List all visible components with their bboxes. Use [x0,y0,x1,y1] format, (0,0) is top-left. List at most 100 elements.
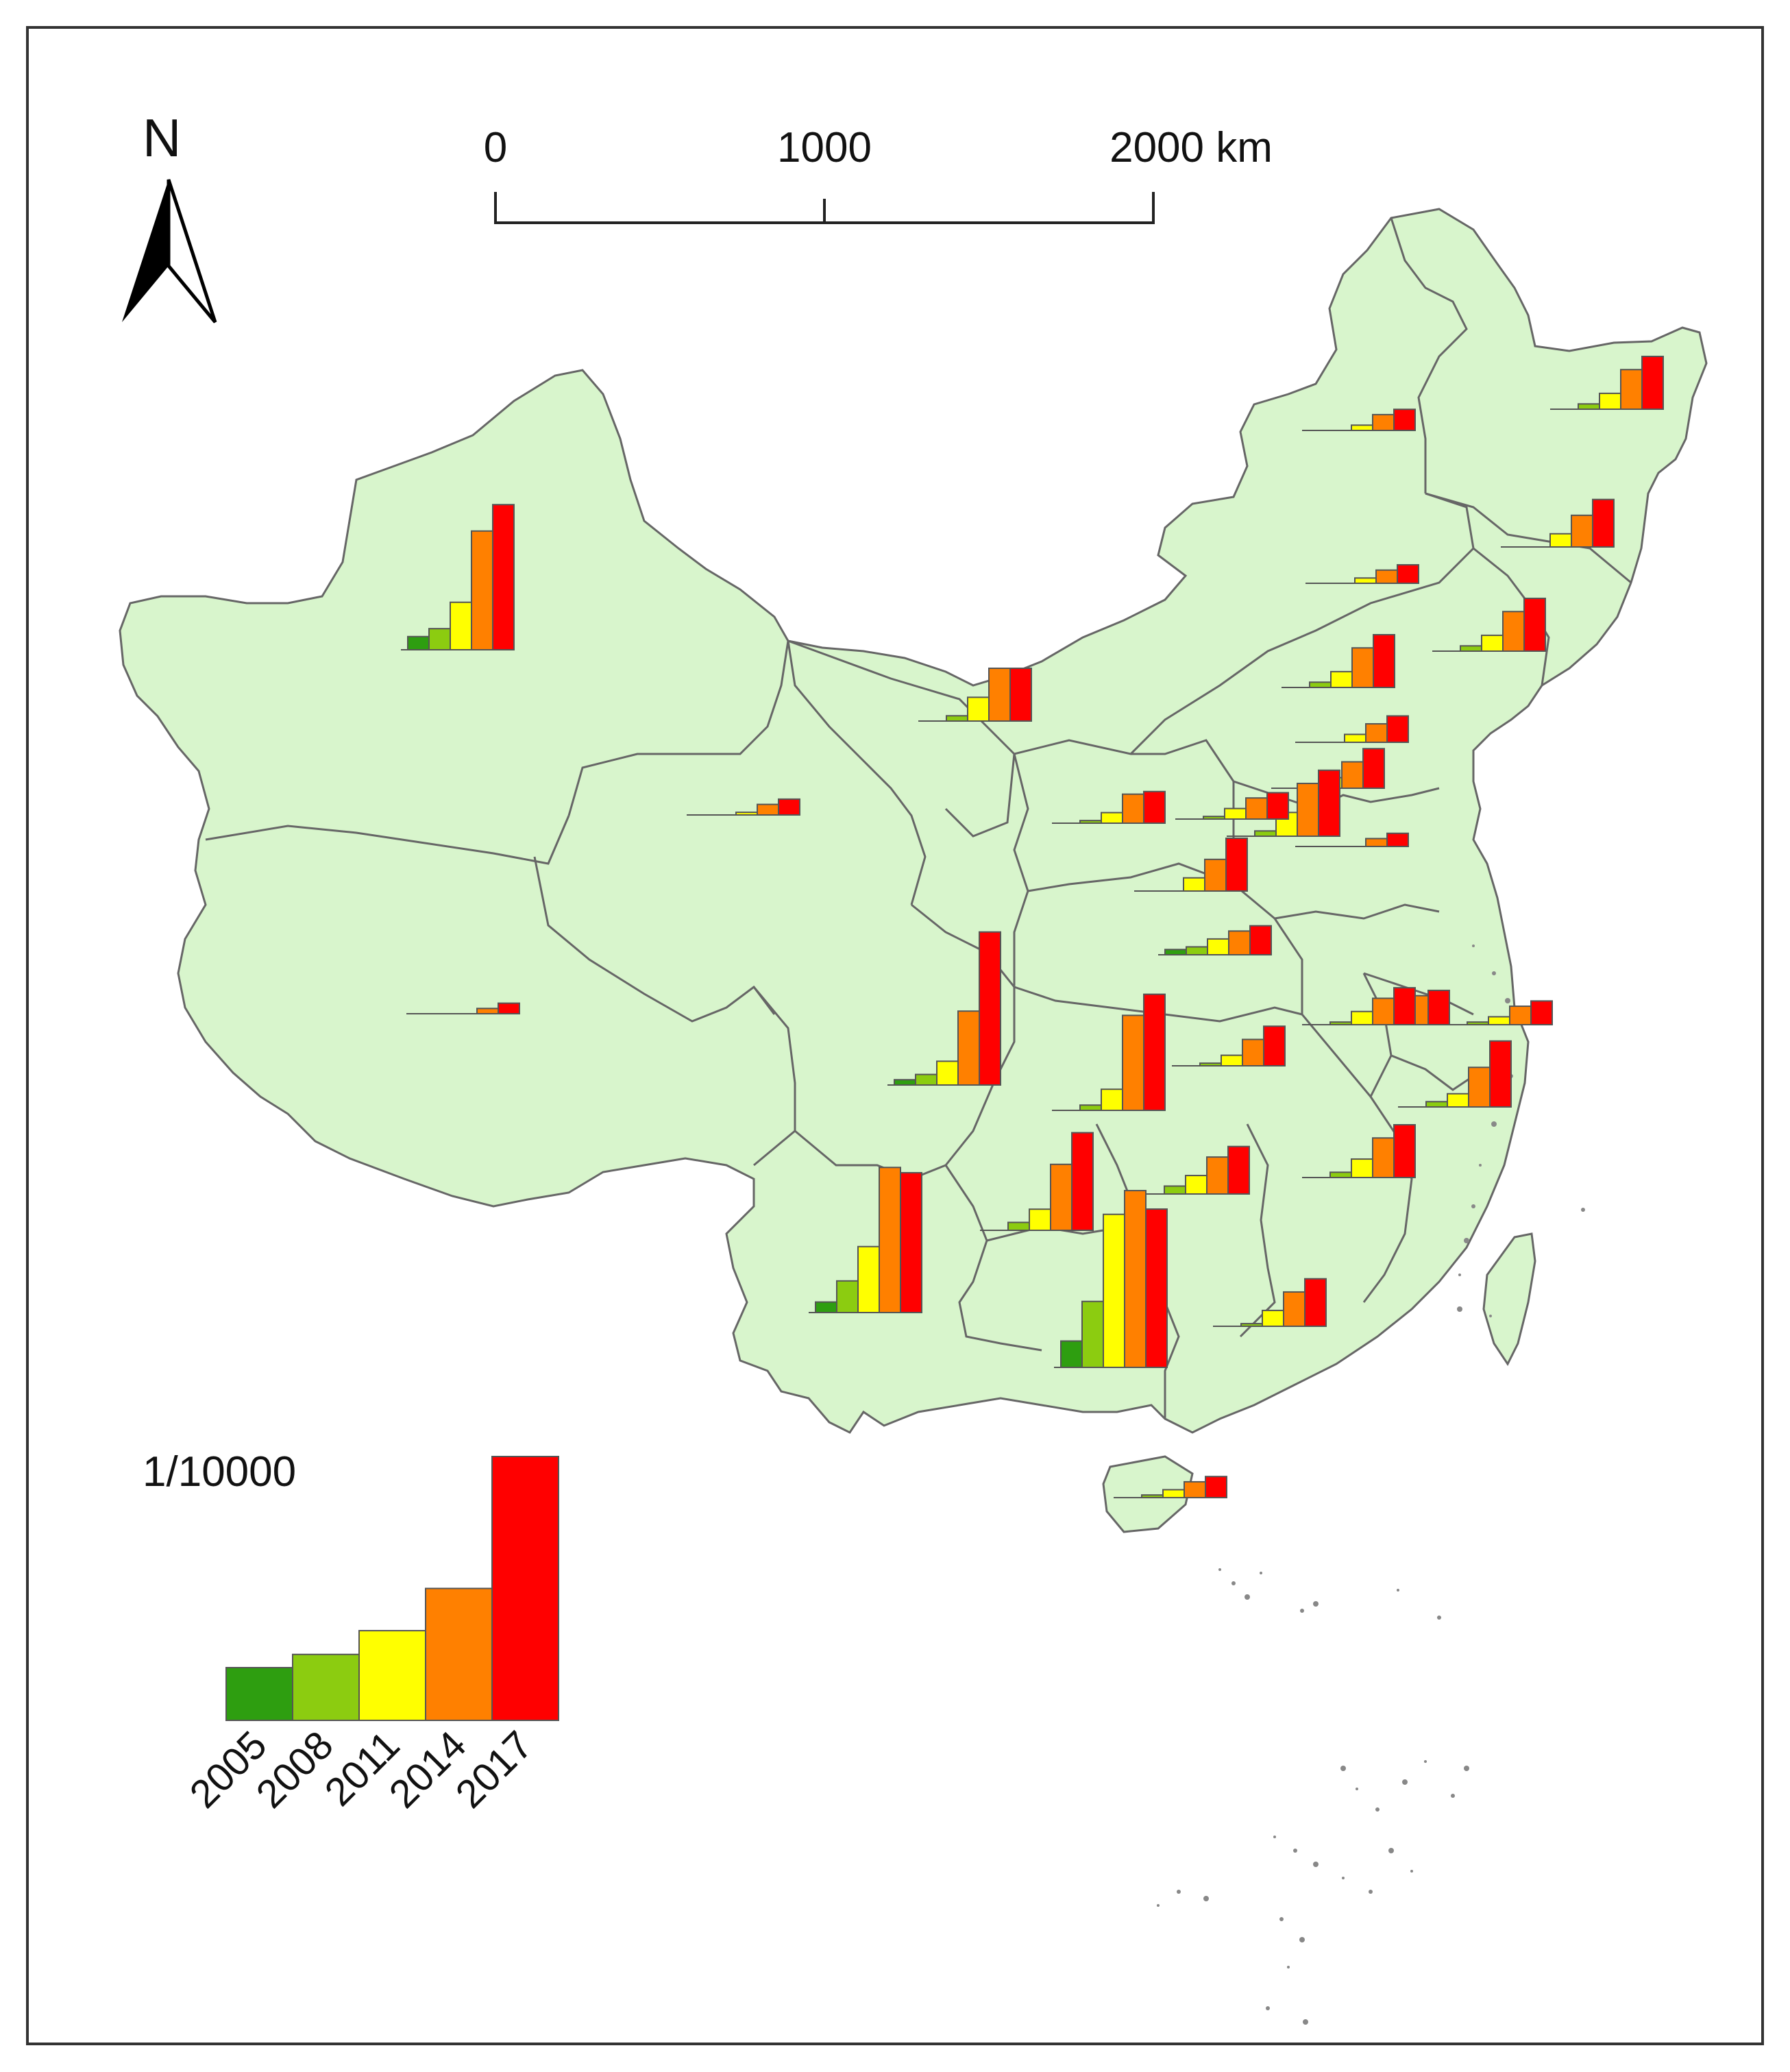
province-9-bar-2017 [1362,748,1385,789]
province-10-bar-2014 [1297,783,1319,837]
province-29-bar-2008 [1164,1185,1186,1195]
province-32-bar-2011 [1162,1489,1185,1498]
island-dot [1313,1862,1319,1867]
province-chart-18 [406,1002,520,1015]
province-15-bar-2017 [1386,832,1409,847]
island-dot [1340,1766,1346,1771]
border-gansu-ningxia [944,753,1016,838]
island-dot [1203,1896,1209,1901]
province-19-bar-2011 [936,1060,959,1086]
north-arrow: N [122,108,217,324]
taiwan-island [1482,1232,1536,1366]
province-chart-32 [1114,1476,1227,1498]
island-dot [1266,2006,1270,2010]
island-dot [1279,1917,1284,1921]
province-chart-2 [1550,356,1664,411]
island-dot [1402,1779,1408,1785]
province-24-bar-2017 [1530,1000,1553,1025]
province-7-bar-2011 [1330,670,1353,689]
province-7-bar-2014 [1351,647,1374,688]
province-31-bar-2008 [1240,1323,1263,1328]
province-24-bar-2014 [1509,1005,1532,1026]
border-shaanxi [1013,753,1029,987]
province-chart-24 [1439,1000,1553,1026]
province-26-bar-2014 [1372,1137,1395,1178]
province-2-bar-2017 [1641,356,1664,410]
legend-year-2014: 2014 [380,1722,474,1816]
province-22-bar-2017 [1427,989,1450,1025]
province-2-bar-2011 [1599,392,1621,411]
island-dot [1177,1890,1181,1894]
province-23-bar-2008 [1329,1021,1352,1026]
north-arrow-label: N [143,108,181,168]
province-21-bar-2014 [1242,1038,1264,1067]
province-chart-6 [1302,409,1416,432]
province-25-bar-2011 [1447,1093,1469,1108]
province-28-bar-2011 [1029,1208,1051,1231]
province-11-bar-2014 [988,668,1011,722]
border-shandong-jiangsu [1274,903,1440,920]
province-10-bar-2008 [1254,830,1277,838]
province-13-bar-2008 [1079,820,1102,825]
province-10-bar-2017 [1318,769,1340,837]
province-17-bar-2014 [1228,930,1251,955]
province-chart-4 [1432,598,1546,653]
province-28-bar-2008 [1007,1221,1030,1231]
island-dot [1342,1877,1345,1879]
province-8-bar-2011 [1344,733,1366,743]
province-25-bar-2008 [1425,1101,1448,1108]
border-zhejiang [1390,1054,1474,1091]
province-20-bar-2008 [1079,1104,1102,1112]
border-qinghai-gansu [787,640,927,905]
province-29-bar-2014 [1206,1156,1229,1195]
border-yunnan-guizhou [944,1165,1042,1352]
province-8-bar-2017 [1386,715,1409,743]
province-19-bar-2017 [979,931,1001,1086]
province-chart-3 [1501,498,1615,548]
province-11-bar-2011 [967,696,990,722]
border-northeast [1425,492,1632,584]
legend-bar-2005 [225,1667,293,1721]
province-16-bar-2014 [1204,858,1227,892]
province-11-bar-2008 [946,715,968,722]
province-chart-28 [980,1132,1094,1232]
province-chart-10 [1227,769,1340,838]
province-14-bar-2017 [778,798,800,816]
island-dot [1437,1616,1441,1620]
border-xinjiang-tibet [205,815,570,865]
island-dot [1451,1794,1455,1798]
province-chart-27 [809,1167,922,1314]
province-chart-15 [1295,832,1409,847]
province-chart-11 [918,668,1032,722]
province-3-bar-2017 [1592,498,1615,548]
province-17-bar-2017 [1249,925,1272,956]
island-dot [1505,998,1510,1003]
island-dot [1299,1937,1305,1942]
island-dot [1410,1870,1413,1873]
province-14-bar-2011 [735,812,758,816]
province-28-bar-2017 [1071,1132,1094,1232]
island-dot [1157,1904,1160,1907]
province-11-bar-2017 [1009,668,1032,722]
province-chart-26 [1302,1124,1416,1179]
province-23-bar-2014 [1372,997,1395,1025]
legend-year-2005: 2005 [181,1722,275,1816]
province-29-bar-2011 [1185,1175,1207,1195]
province-24-bar-2011 [1488,1016,1510,1025]
province-23-bar-2017 [1393,987,1416,1025]
province-16-bar-2011 [1183,877,1205,892]
province-chart-5 [1305,564,1419,584]
border-heilongjiang [1390,217,1468,493]
province-chart-31 [1213,1278,1327,1328]
south-sea-islands [1157,944,1585,2025]
island-dot [1287,1966,1290,1969]
province-13-bar-2017 [1143,790,1166,825]
province-21-bar-2017 [1263,1025,1286,1067]
legend-bar-2008 [292,1653,360,1721]
province-12-bar-2014 [1245,797,1268,820]
border-shanxi [1131,739,1235,884]
province-chart-1 [401,504,515,651]
province-20-bar-2014 [1122,1014,1144,1112]
border-qinghai-tibet [533,856,776,1023]
province-17-bar-2011 [1207,938,1229,956]
